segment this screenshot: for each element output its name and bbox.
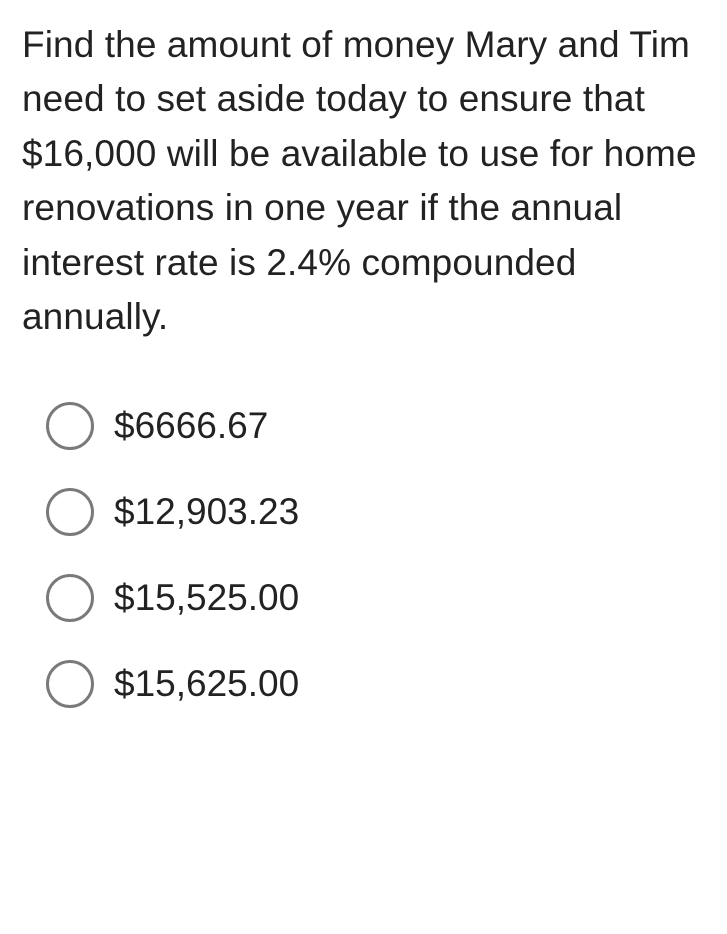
option-label: $15,525.00 xyxy=(114,576,299,620)
radio-icon[interactable] xyxy=(46,402,94,450)
question-text: Find the amount of money Mary and Tim ne… xyxy=(22,18,709,344)
option-row[interactable]: $15,525.00 xyxy=(46,574,709,622)
option-label: $12,903.23 xyxy=(114,490,299,534)
radio-icon[interactable] xyxy=(46,488,94,536)
radio-icon[interactable] xyxy=(46,660,94,708)
option-row[interactable]: $12,903.23 xyxy=(46,488,709,536)
radio-icon[interactable] xyxy=(46,574,94,622)
option-label: $6666.67 xyxy=(114,404,268,448)
options-group: $6666.67 $12,903.23 $15,525.00 $15,625.0… xyxy=(22,402,709,708)
option-row[interactable]: $6666.67 xyxy=(46,402,709,450)
option-label: $15,625.00 xyxy=(114,662,299,706)
option-row[interactable]: $15,625.00 xyxy=(46,660,709,708)
